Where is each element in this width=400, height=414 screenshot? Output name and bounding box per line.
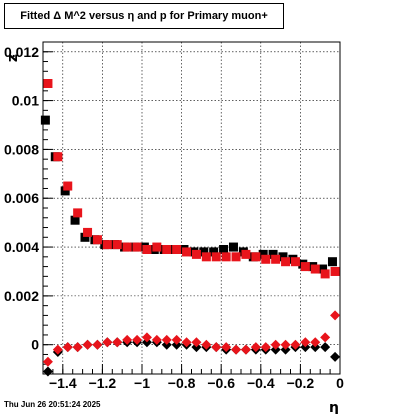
data-point-square [152, 242, 162, 252]
data-point-diamond [42, 366, 53, 377]
data-point-square [281, 257, 291, 267]
data-point-diamond [191, 337, 202, 348]
data-point-diamond [122, 334, 133, 345]
chart-title: Fitted Δ M^2 versus η and p for Primary … [20, 10, 268, 22]
data-point-diamond [171, 334, 182, 345]
data-point-square [241, 249, 251, 259]
data-point-square [182, 247, 192, 257]
data-point-diamond [92, 339, 103, 350]
data-point-diamond [250, 342, 261, 353]
y-tick-label: 0.006 [4, 190, 39, 206]
data-point-square [63, 181, 73, 191]
data-point-diamond [310, 337, 321, 348]
data-point-diamond [181, 337, 192, 348]
data-point-diamond [320, 332, 331, 343]
data-point-diamond [82, 339, 93, 350]
data-point-diamond [52, 344, 63, 355]
data-point-diamond [221, 342, 232, 353]
x-tick-label: −1.4 [49, 375, 77, 391]
data-point-square [162, 245, 172, 254]
data-point-square [278, 252, 288, 262]
data-point-square [112, 240, 122, 250]
data-point-square [102, 240, 112, 250]
data-point-diamond [102, 337, 113, 348]
data-point-diamond [290, 339, 301, 350]
data-point-diamond [132, 334, 143, 345]
data-point-square [310, 264, 320, 274]
y-tick-label: 0 [31, 337, 39, 353]
data-point-diamond [141, 332, 152, 343]
data-point-diamond [231, 344, 242, 355]
data-point-square [327, 257, 337, 267]
data-point-diamond [240, 344, 251, 355]
y-tick-label: 0.01 [12, 93, 39, 109]
data-point-square [268, 249, 278, 259]
data-point-square [40, 115, 50, 125]
data-point-square [320, 269, 330, 279]
data-point-diamond [330, 310, 341, 321]
data-point-square [211, 252, 221, 262]
data-point-square [219, 245, 229, 254]
x-axis-label: η [329, 400, 339, 414]
x-tick-label: −0.8 [168, 375, 196, 391]
data-point-square [300, 262, 310, 272]
x-tick-label: −1.2 [89, 375, 117, 391]
data-point-square [191, 249, 201, 259]
timestamp-footer: Thu Jun 26 20:51:24 2025 [4, 400, 101, 409]
y-tick-label: 0.004 [4, 239, 39, 255]
data-point-diamond [201, 339, 212, 350]
data-point-square [60, 186, 70, 196]
data-point-square [221, 252, 231, 262]
data-point-square [83, 227, 93, 237]
data-point-square [43, 79, 53, 88]
data-point-diamond [42, 356, 53, 367]
data-point-diamond [211, 342, 222, 353]
x-tick-label: 0 [336, 375, 344, 391]
data-point-square [261, 254, 271, 264]
data-point-square [258, 249, 268, 259]
data-point-square [271, 254, 281, 264]
data-point-square [122, 242, 132, 252]
data-point-diamond [112, 337, 123, 348]
data-point-square [53, 152, 63, 162]
data-point-square [142, 245, 152, 254]
data-point-square [201, 252, 211, 262]
data-point-diamond [270, 339, 281, 350]
data-point-square [228, 242, 238, 252]
data-point-square [92, 235, 102, 245]
x-tick-label: −1 [134, 375, 150, 391]
data-point-square [80, 232, 90, 242]
data-point-square [209, 247, 219, 257]
data-point-diamond [161, 334, 172, 345]
data-point-square [290, 257, 300, 267]
data-point-square [251, 252, 261, 262]
y-axis-label: z [5, 54, 21, 62]
data-point-square [318, 264, 328, 274]
chart-title-box: Fitted Δ M^2 versus η and p for Primary … [4, 3, 284, 29]
data-point-square [199, 247, 209, 257]
x-tick-label: −0.4 [247, 375, 275, 391]
data-point-diamond [280, 339, 291, 350]
data-point-diamond [260, 342, 271, 353]
plot-frame [42, 41, 341, 375]
data-point-square [70, 215, 80, 225]
x-tick-label: −0.6 [207, 375, 235, 391]
y-tick-label: 0.008 [4, 141, 39, 157]
data-point-diamond [62, 342, 73, 353]
data-point-diamond [151, 334, 162, 345]
data-point-square [231, 252, 241, 262]
data-point-square [132, 242, 142, 252]
data-point-diamond [330, 351, 341, 362]
x-tick-label: −0.2 [287, 375, 315, 391]
data-point-diamond [320, 342, 331, 353]
y-tick-label: 0.002 [4, 288, 39, 304]
data-point-diamond [300, 337, 311, 348]
data-point-diamond [72, 342, 83, 353]
y-tick-label: 0.012 [4, 44, 39, 60]
data-point-square [330, 266, 340, 276]
data-point-square [73, 208, 83, 218]
data-point-square [172, 245, 182, 254]
